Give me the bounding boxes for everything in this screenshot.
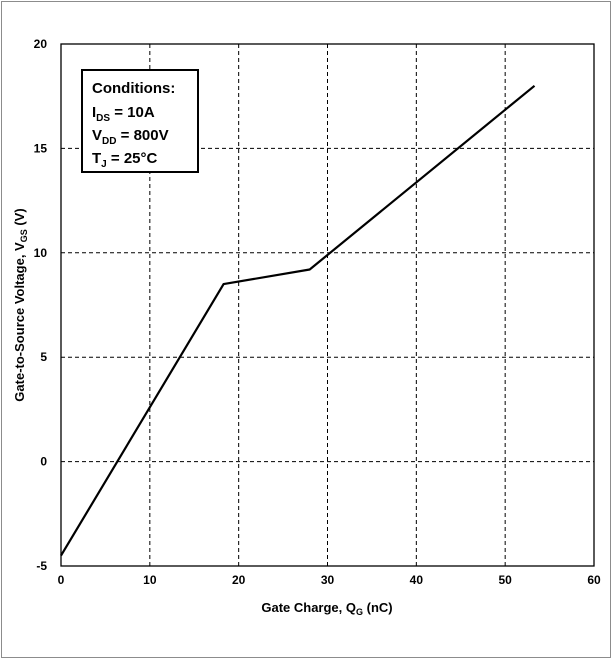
- plot-area: [60, 43, 595, 567]
- condition-vdd: VDD = 800V: [92, 127, 169, 147]
- x-tick-label: 50: [498, 573, 512, 587]
- condition-ids: IDS = 10A: [92, 104, 155, 124]
- y-tick-label: -5: [36, 559, 47, 573]
- grid-lines: [61, 44, 594, 566]
- x-tick-label: 60: [587, 573, 601, 587]
- y-tick-label: 15: [34, 141, 48, 155]
- x-tick-label: 0: [58, 573, 65, 587]
- y-axis-title: Gate-to-Source Voltage, VGS (V): [12, 208, 29, 401]
- conditions-title: Conditions:: [92, 80, 175, 97]
- x-tick-label: 20: [232, 573, 246, 587]
- y-tick-label: 20: [34, 37, 48, 51]
- y-tick-label: 5: [40, 350, 47, 364]
- y-tick-label: 10: [34, 246, 48, 260]
- x-tick-label: 40: [410, 573, 424, 587]
- series-group: [60, 84, 536, 557]
- conditions-border: [81, 69, 199, 173]
- y-tick-labels: -5 0 5 10 15 20: [34, 37, 48, 573]
- conditions-box: Conditions: IDS = 10A VDD = 800V TJ = 25…: [81, 69, 199, 173]
- y-tick-label: 0: [40, 455, 47, 469]
- x-tick-labels: 0 10 20 30 40 50 60: [58, 573, 601, 587]
- x-tick-label: 10: [143, 573, 157, 587]
- x-axis-title: Gate Charge, QG (nC): [261, 600, 392, 617]
- series-line: [60, 84, 536, 557]
- x-tick-label: 30: [321, 573, 335, 587]
- condition-tj: TJ = 25°C: [92, 150, 158, 170]
